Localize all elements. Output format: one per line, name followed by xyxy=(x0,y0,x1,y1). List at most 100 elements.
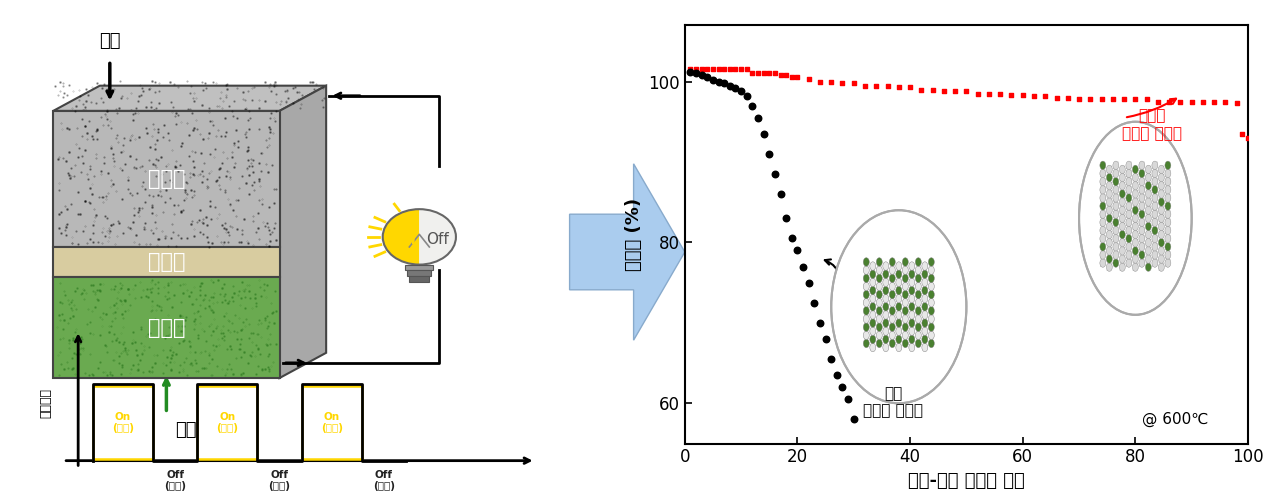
Point xyxy=(731,87,751,95)
Circle shape xyxy=(896,262,902,270)
Point xyxy=(703,76,723,84)
Point xyxy=(680,68,700,76)
Circle shape xyxy=(1158,165,1165,174)
Circle shape xyxy=(909,294,915,303)
Ellipse shape xyxy=(1079,122,1192,315)
Point xyxy=(1226,99,1247,107)
Circle shape xyxy=(877,339,882,348)
Circle shape xyxy=(902,298,909,307)
Circle shape xyxy=(1133,190,1138,198)
Circle shape xyxy=(877,323,882,331)
Circle shape xyxy=(922,286,928,295)
Circle shape xyxy=(1152,218,1158,227)
Circle shape xyxy=(909,286,915,295)
Circle shape xyxy=(1152,194,1158,202)
Circle shape xyxy=(870,319,876,327)
Point xyxy=(714,66,735,74)
Circle shape xyxy=(1139,202,1144,210)
Circle shape xyxy=(1158,214,1165,223)
Text: On
(환원): On (환원) xyxy=(111,412,134,433)
Point xyxy=(810,319,831,327)
Circle shape xyxy=(1133,230,1138,239)
Point xyxy=(787,246,808,255)
Circle shape xyxy=(1100,202,1106,210)
Circle shape xyxy=(1158,206,1165,214)
Point xyxy=(877,82,897,90)
Circle shape xyxy=(877,298,882,307)
Circle shape xyxy=(1133,206,1138,214)
Point xyxy=(754,130,774,138)
Circle shape xyxy=(870,327,876,336)
Point xyxy=(1012,91,1033,99)
Point xyxy=(698,66,718,74)
Point xyxy=(844,415,864,423)
Circle shape xyxy=(1146,222,1151,231)
Circle shape xyxy=(870,286,876,295)
Circle shape xyxy=(928,339,934,348)
FancyBboxPatch shape xyxy=(197,386,257,459)
Point xyxy=(968,90,988,98)
Circle shape xyxy=(915,282,922,291)
Circle shape xyxy=(883,270,888,278)
Point xyxy=(776,71,796,79)
Circle shape xyxy=(915,339,922,348)
Circle shape xyxy=(909,270,915,278)
Point xyxy=(691,71,712,79)
Circle shape xyxy=(1139,185,1144,194)
Circle shape xyxy=(1126,210,1132,218)
Circle shape xyxy=(863,314,869,323)
Point xyxy=(759,70,780,78)
Circle shape xyxy=(928,306,934,315)
Circle shape xyxy=(1126,234,1132,243)
Circle shape xyxy=(870,278,876,287)
Circle shape xyxy=(1100,185,1106,194)
Point xyxy=(703,66,723,74)
Circle shape xyxy=(1100,210,1106,218)
Circle shape xyxy=(883,294,888,303)
Point xyxy=(1024,92,1044,100)
Circle shape xyxy=(1120,214,1125,223)
Text: 공기극: 공기극 xyxy=(147,169,186,189)
Point xyxy=(832,383,852,391)
Circle shape xyxy=(870,270,876,278)
Point xyxy=(1204,98,1225,106)
Circle shape xyxy=(1112,194,1119,202)
Point xyxy=(1215,98,1235,106)
Circle shape xyxy=(1106,263,1112,271)
Text: On: On xyxy=(393,232,416,247)
Circle shape xyxy=(928,314,934,323)
Circle shape xyxy=(1112,259,1119,267)
Circle shape xyxy=(928,274,934,283)
Circle shape xyxy=(877,282,882,291)
Circle shape xyxy=(1126,194,1132,202)
Circle shape xyxy=(890,266,895,274)
Circle shape xyxy=(1126,185,1132,194)
Point xyxy=(867,82,887,90)
Circle shape xyxy=(877,258,882,266)
Circle shape xyxy=(1106,181,1112,190)
Point xyxy=(1193,98,1213,106)
Polygon shape xyxy=(54,86,326,111)
Circle shape xyxy=(922,302,928,311)
Circle shape xyxy=(1120,238,1125,247)
Circle shape xyxy=(1139,210,1144,218)
Point xyxy=(799,279,819,287)
Point xyxy=(691,66,712,74)
Point xyxy=(719,82,740,90)
Circle shape xyxy=(883,302,888,311)
Text: 공기: 공기 xyxy=(99,32,120,50)
Circle shape xyxy=(1126,242,1132,251)
Circle shape xyxy=(922,327,928,336)
Circle shape xyxy=(922,278,928,287)
Circle shape xyxy=(883,310,888,319)
Circle shape xyxy=(1126,169,1132,178)
Circle shape xyxy=(1158,173,1165,182)
Circle shape xyxy=(1139,194,1144,202)
Circle shape xyxy=(890,314,895,323)
Circle shape xyxy=(1165,242,1171,251)
Point xyxy=(787,74,808,82)
Point xyxy=(1170,98,1190,106)
Polygon shape xyxy=(54,277,279,378)
Circle shape xyxy=(883,343,888,352)
Point xyxy=(815,335,836,343)
